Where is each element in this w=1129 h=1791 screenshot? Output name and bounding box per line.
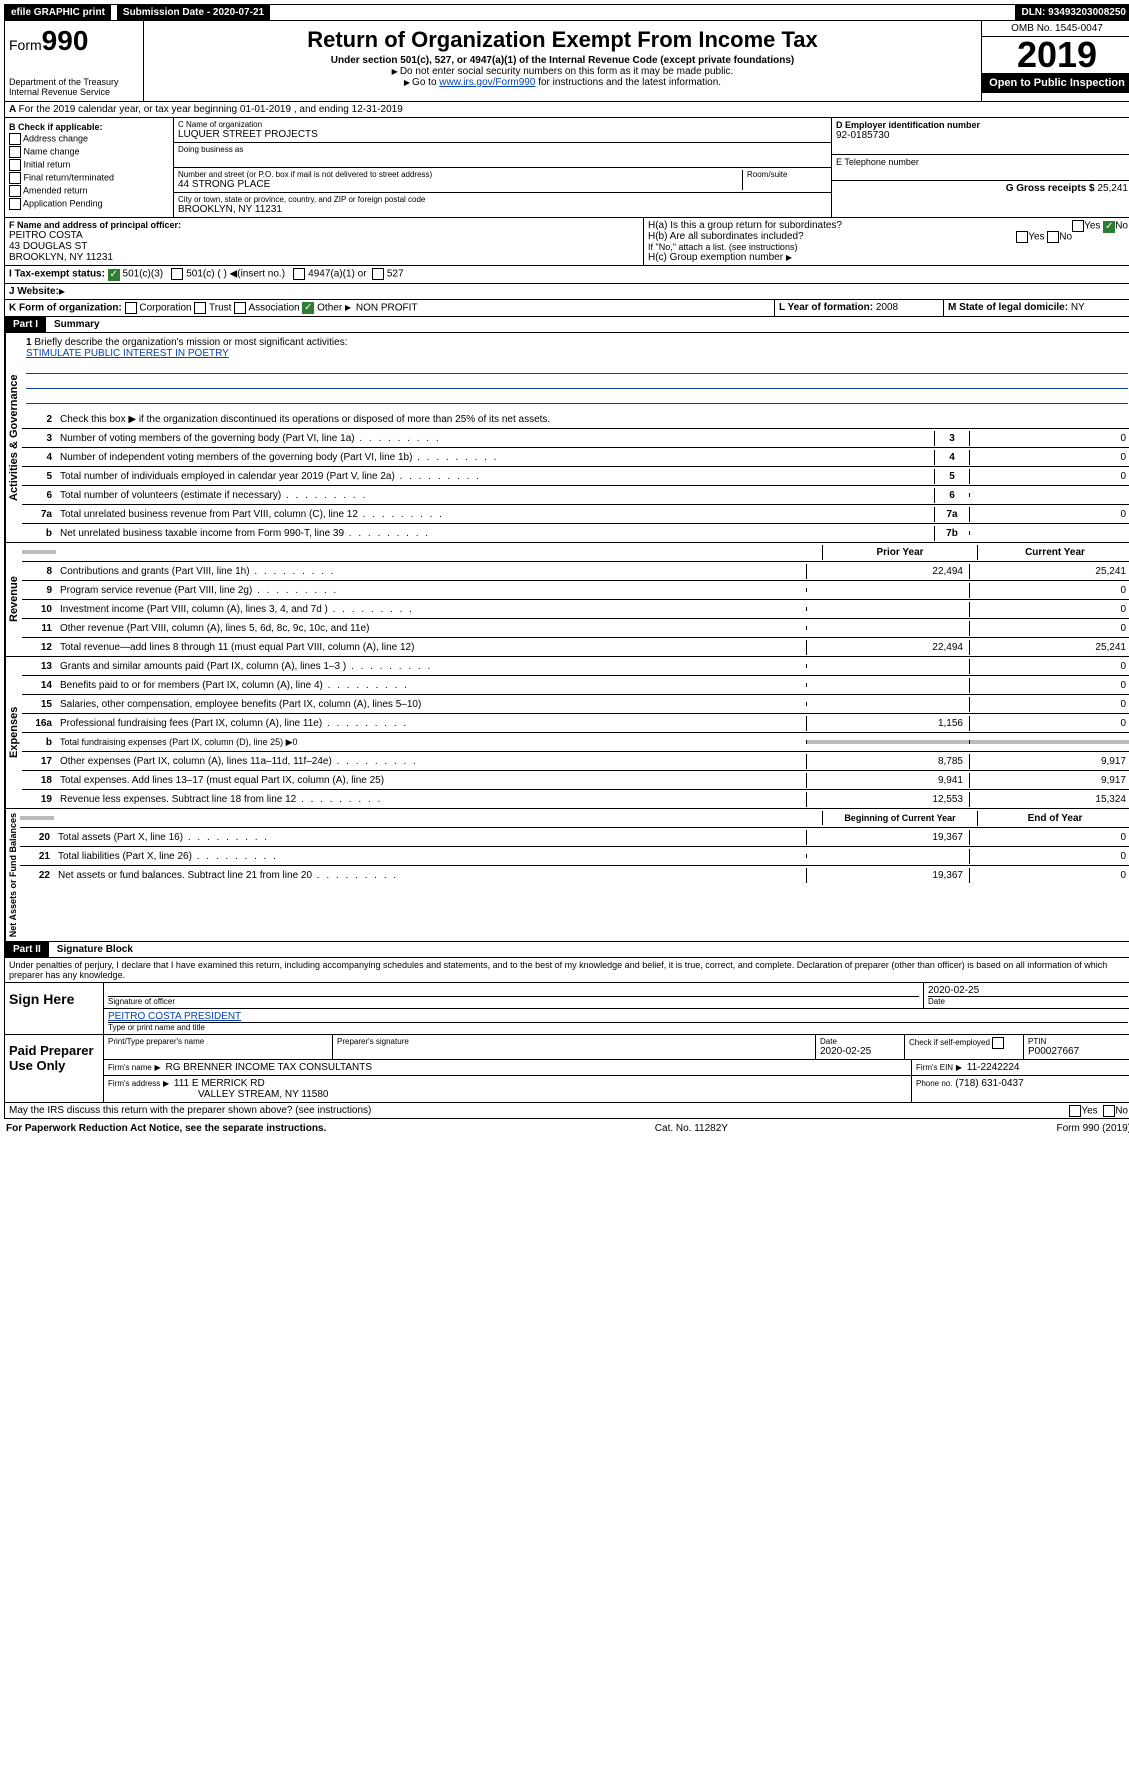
- fgh-row: F Name and address of principal officer:…: [4, 218, 1129, 266]
- tax-status-row: I Tax-exempt status: ✓ 501(c)(3) 501(c) …: [4, 266, 1129, 284]
- department-label: Department of the Treasury Internal Reve…: [9, 77, 139, 97]
- check-final-return[interactable]: Final return/terminated: [9, 172, 169, 184]
- section-a-period: A For the 2019 calendar year, or tax yea…: [4, 102, 1129, 118]
- check-pending[interactable]: Application Pending: [9, 198, 169, 210]
- ein: 92-0185730: [836, 130, 1128, 141]
- netassets-section: Net Assets or Fund Balances Beginning of…: [4, 809, 1129, 942]
- ha-question: H(a) Is this a group return for subordin…: [648, 220, 1128, 231]
- topbar: efile GRAPHIC print Submission Date - 20…: [4, 4, 1129, 21]
- revenue-section: Revenue Prior YearCurrent Year 8Contribu…: [4, 543, 1129, 657]
- hc-label: H(c) Group exemption number: [648, 252, 1128, 263]
- org-name: LUQUER STREET PROJECTS: [178, 129, 827, 140]
- submission-date: Submission Date - 2020-07-21: [117, 5, 270, 20]
- irs-link[interactable]: www.irs.gov/Form990: [439, 77, 535, 88]
- part2-header: Part II Signature Block: [4, 942, 1129, 958]
- discuss-row: May the IRS discuss this return with the…: [4, 1103, 1129, 1119]
- form-number: Form990: [9, 25, 139, 57]
- instructions-note: Go to www.irs.gov/Form990 for instructio…: [148, 77, 977, 88]
- privacy-note: Do not enter social security numbers on …: [148, 66, 977, 77]
- dln-label: DLN: 93493203008250: [1015, 5, 1129, 20]
- sign-here-block: Sign Here Signature of officer 2020-02-2…: [4, 983, 1129, 1035]
- check-initial-return[interactable]: Initial return: [9, 159, 169, 171]
- efile-label[interactable]: efile GRAPHIC print: [5, 5, 111, 20]
- tax-year: 2019: [982, 37, 1129, 73]
- check-name-change[interactable]: Name change: [9, 146, 169, 158]
- open-public-badge: Open to Public Inspection: [982, 73, 1129, 93]
- box-b: B Check if applicable: Address change Na…: [5, 118, 174, 217]
- state-domicile: NY: [1071, 302, 1085, 313]
- org-address: 44 STRONG PLACE: [178, 179, 742, 190]
- perjury-text: Under penalties of perjury, I declare th…: [4, 958, 1129, 983]
- officer-print-name: PEITRO COSTA PRESIDENT: [108, 1011, 1128, 1022]
- mission-text: STIMULATE PUBLIC INTEREST IN POETRY: [26, 348, 1128, 359]
- gross-receipts: 25,241: [1097, 183, 1128, 194]
- form-header: Form990 Department of the Treasury Inter…: [4, 21, 1129, 102]
- box-deg: D Employer identification number 92-0185…: [832, 118, 1129, 217]
- hb-question: H(b) Are all subordinates included? Yes …: [648, 231, 1128, 242]
- year-formation: 2008: [876, 302, 898, 313]
- governance-section: Activities & Governance 1 Briefly descri…: [4, 333, 1129, 543]
- box-c: C Name of organization LUQUER STREET PRO…: [174, 118, 832, 217]
- check-no-icon: ✓: [1103, 221, 1115, 233]
- website-row: J Website:: [4, 284, 1129, 300]
- officer-name: PEITRO COSTA: [9, 230, 639, 241]
- check-address-change[interactable]: Address change: [9, 133, 169, 145]
- check-amended[interactable]: Amended return: [9, 185, 169, 197]
- expenses-section: Expenses 13Grants and similar amounts pa…: [4, 657, 1129, 809]
- info-block: B Check if applicable: Address change Na…: [4, 118, 1129, 218]
- check-501c3-icon: ✓: [108, 269, 120, 281]
- ptin: P00027667: [1028, 1046, 1128, 1057]
- check-other-icon: ✓: [302, 302, 314, 314]
- klm-row: K Form of organization: Corporation Trus…: [4, 300, 1129, 318]
- part1-header: Part I Summary: [4, 317, 1129, 333]
- footer: For Paperwork Reduction Act Notice, see …: [4, 1119, 1129, 1138]
- form-title: Return of Organization Exempt From Incom…: [148, 27, 977, 53]
- org-city: BROOKLYN, NY 11231: [178, 204, 827, 215]
- paid-preparer-block: Paid Preparer Use Only Print/Type prepar…: [4, 1035, 1129, 1103]
- form-subtitle: Under section 501(c), 527, or 4947(a)(1)…: [148, 55, 977, 66]
- firm-name: RG BRENNER INCOME TAX CONSULTANTS: [165, 1062, 372, 1073]
